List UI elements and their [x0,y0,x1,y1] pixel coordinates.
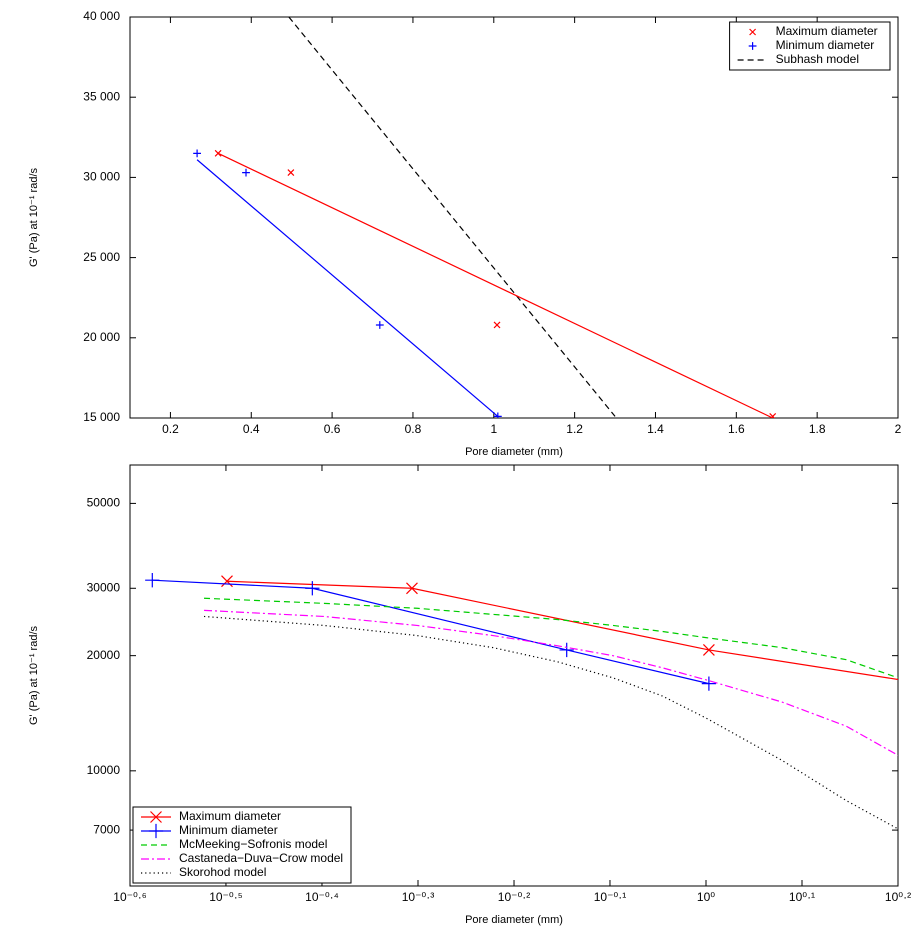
legend-label: Minimum diameter [776,38,875,52]
y-tick-label: 30000 [87,580,121,594]
data-point [221,575,233,588]
data-point [493,321,501,329]
series-line [196,159,499,417]
legend-marker [748,42,757,50]
legend-marker [749,28,757,36]
x-tick-label: 2 [895,422,902,436]
x-tick-label: 10⁻⁰·² [498,890,530,904]
data-point [375,321,384,329]
data-point [193,149,201,158]
x-tick-label: 10⁻⁰·⁴ [305,890,339,904]
plot-frame [129,16,899,419]
y-tick-label: 15 000 [83,410,120,424]
axes: 0.2 0.4 0.6 0.8 1 1.2 1.4 1.6 1.8 2 15 000 20 000 25… [28,9,902,458]
data-point [701,676,717,691]
x-axis-label: Pore diameter (mm) [465,446,563,458]
x-tick-label: 1.4 [647,422,664,436]
y-tick-label: 35 000 [83,89,120,103]
x-tick-label: 0.2 [162,422,179,436]
x-tick-label: 10⁰·¹ [789,890,815,904]
data-point [769,412,777,418]
y-tick-label: 20 000 [83,330,120,344]
legend-label: Subhash model [776,52,859,66]
x-tick-label: 1.2 [566,422,583,436]
y-axis-label: G' (Pa) at 10⁻¹ rad/s [28,168,40,267]
legend-marker [150,811,162,823]
legend-box [132,806,352,884]
x-tick-label: 0.4 [243,422,260,436]
legend-label: McMeeking−Sofronis model [179,837,327,851]
x-tick-label: 10⁻⁰·³ [402,890,434,904]
data-point [702,644,715,656]
plot-area [145,573,898,830]
legend-label: Maximum diameter [776,24,878,38]
axes: 10⁻⁰·⁶ 10⁻⁰·⁵ 10⁻⁰·⁴ 10⁻⁰·³ 10⁻⁰·² 10⁻⁰·¹ 10⁰ 1… [28,464,911,926]
data-point [287,169,295,177]
x-tick-label: 1.6 [728,422,745,436]
y-tick-label: 20000 [87,648,121,662]
y-tick-label: 50000 [87,496,121,510]
data-point [493,412,502,418]
data-point [242,168,250,177]
series-line [203,615,898,830]
x-tick-label: 10⁰·² [885,890,911,904]
y-tick-label: 7000 [93,822,120,836]
legend-label: Skorohod model [179,865,266,879]
data-point [305,581,320,596]
data-point [559,642,574,658]
legend-marker [148,823,164,839]
x-tick-label: 0.6 [324,422,341,436]
series-line [152,579,710,685]
series-line [226,580,898,681]
plot-area [193,17,777,418]
y-tick-label: 30 000 [83,170,120,184]
legend-label: Minimum diameter [179,823,278,837]
x-tick-label: 10⁻⁰·⁶ [113,890,146,904]
x-tick-label: 10⁻⁰·¹ [594,890,626,904]
x-axis-label: Pore diameter (mm) [465,914,563,926]
x-tick-label: 0.8 [405,422,422,436]
x-tick-label: 10⁻⁰·⁵ [209,890,242,904]
y-axis-label: G' (Pa) at 10⁻¹ rad/s [28,626,40,725]
y-tick-label: 40 000 [83,9,120,23]
data-point [145,573,160,588]
legend-label: Castaneda−Duva−Crow model [179,851,343,865]
y-tick-label: 10000 [87,763,121,777]
x-tick-label: 10⁰ [697,890,715,904]
data-point [406,582,418,595]
series-line [288,17,616,417]
series-line [203,597,898,679]
x-tick-label: 1.8 [809,422,826,436]
y-tick-label: 25 000 [83,250,120,264]
x-tick-label: 1 [490,422,497,436]
series-line [217,152,773,418]
legend-label: Maximum diameter [179,809,281,823]
series-line [203,609,898,756]
